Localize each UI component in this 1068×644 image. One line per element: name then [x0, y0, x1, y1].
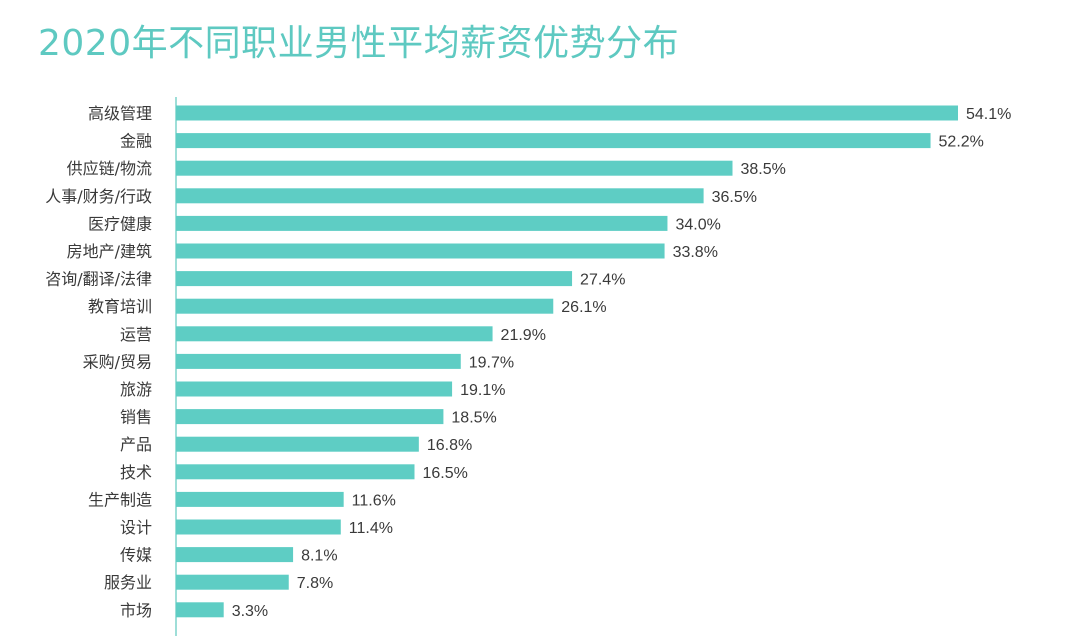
- bar: [176, 271, 573, 287]
- data-label: 19.1%: [460, 382, 505, 399]
- data-label: 36.5%: [712, 189, 757, 206]
- data-label: 27.4%: [580, 272, 625, 289]
- data-label: 52.2%: [939, 134, 984, 151]
- category-label: 产品: [120, 435, 152, 454]
- bar: [176, 133, 931, 149]
- bar: [176, 547, 294, 563]
- category-label: 设计: [120, 518, 152, 537]
- category-label: 教育培训: [88, 297, 152, 316]
- bar: [176, 353, 461, 369]
- category-label: 金融: [120, 132, 152, 151]
- bar: [176, 215, 668, 231]
- category-label: 高级管理: [88, 104, 152, 123]
- bar: [176, 602, 224, 618]
- bar: [176, 464, 415, 480]
- category-label: 技术: [120, 463, 152, 482]
- category-label: 采购/贸易: [83, 352, 152, 371]
- bar: [176, 160, 733, 176]
- data-label: 16.8%: [427, 437, 472, 454]
- bar: [176, 105, 958, 121]
- data-label: 8.1%: [301, 548, 337, 565]
- category-label: 房地产/建筑: [67, 242, 152, 261]
- category-label: 生产制造: [88, 490, 152, 509]
- bar: [176, 188, 704, 204]
- data-label: 21.9%: [501, 327, 546, 344]
- data-label: 11.4%: [349, 520, 393, 537]
- bar: [176, 491, 344, 507]
- category-label: 市场: [120, 601, 152, 620]
- data-label: 18.5%: [451, 410, 496, 427]
- data-label: 7.8%: [297, 575, 333, 592]
- bar: [176, 298, 554, 314]
- category-label: 旅游: [120, 380, 152, 399]
- category-label: 服务业: [104, 573, 152, 592]
- data-label: 19.7%: [469, 354, 514, 371]
- data-label: 34.0%: [675, 216, 720, 233]
- category-label: 人事/财务/行政: [45, 187, 152, 206]
- category-label: 传媒: [120, 546, 152, 565]
- bar: [176, 326, 493, 342]
- category-label: 医疗健康: [88, 214, 152, 233]
- data-label: 11.6%: [352, 492, 396, 509]
- data-label: 33.8%: [673, 244, 718, 261]
- category-label: 销售: [120, 408, 152, 427]
- data-label: 16.5%: [423, 465, 468, 482]
- category-label: 供应链/物流: [67, 159, 152, 178]
- category-label: 运营: [120, 325, 152, 344]
- chart-title: 2020年不同职业男性平均薪资优势分布: [38, 23, 680, 64]
- bar: [176, 381, 453, 397]
- bar: [176, 519, 341, 535]
- bar: [176, 436, 419, 452]
- bar: [176, 243, 665, 259]
- data-label: 54.1%: [966, 106, 1011, 123]
- bar: [176, 574, 289, 590]
- data-label: 38.5%: [741, 161, 786, 178]
- bar: [176, 409, 444, 425]
- category-label: 咨询/翻译/法律: [45, 270, 152, 289]
- data-label: 3.3%: [232, 603, 268, 620]
- data-label: 26.1%: [561, 299, 606, 316]
